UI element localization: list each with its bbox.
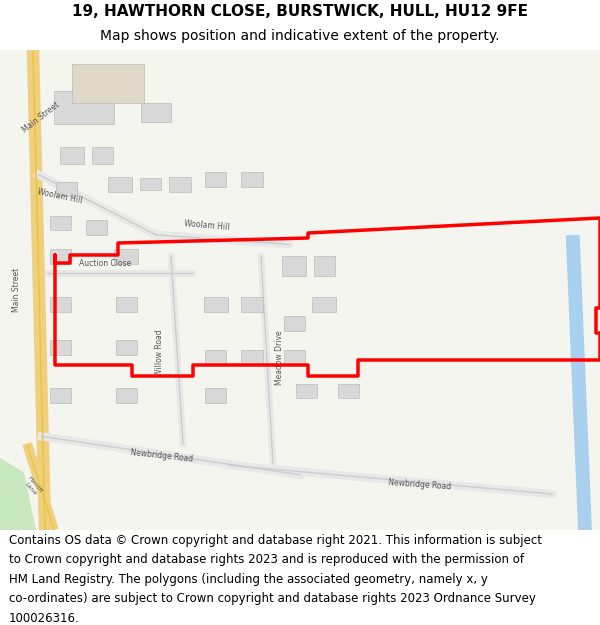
Bar bbox=[49, 298, 71, 312]
Bar bbox=[114, 249, 138, 264]
Bar bbox=[141, 102, 171, 122]
Bar bbox=[86, 221, 107, 235]
Bar bbox=[205, 350, 226, 364]
Bar bbox=[139, 178, 161, 191]
Bar bbox=[241, 350, 263, 364]
Bar bbox=[205, 388, 226, 402]
Text: HM Land Registry. The polygons (including the associated geometry, namely x, y: HM Land Registry. The polygons (includin… bbox=[9, 572, 488, 586]
Bar bbox=[54, 91, 114, 124]
Polygon shape bbox=[0, 458, 36, 530]
Bar bbox=[49, 341, 71, 355]
Bar bbox=[92, 148, 113, 164]
Text: Willow Road: Willow Road bbox=[155, 329, 163, 376]
Text: 19, HAWTHORN CLOSE, BURSTWICK, HULL, HU12 9FE: 19, HAWTHORN CLOSE, BURSTWICK, HULL, HU1… bbox=[72, 4, 528, 19]
Bar bbox=[284, 350, 305, 364]
Bar bbox=[312, 298, 336, 312]
Bar bbox=[314, 256, 335, 276]
Bar bbox=[60, 148, 84, 164]
Text: Meadow Drive: Meadow Drive bbox=[275, 330, 284, 384]
Text: Harriff
Lane: Harriff Lane bbox=[23, 476, 43, 498]
Text: Map shows position and indicative extent of the property.: Map shows position and indicative extent… bbox=[100, 29, 500, 43]
Bar bbox=[296, 384, 317, 398]
Bar bbox=[115, 298, 137, 312]
Bar bbox=[241, 173, 263, 187]
Bar bbox=[115, 388, 137, 402]
Bar bbox=[337, 384, 359, 398]
Bar bbox=[49, 249, 71, 264]
Bar bbox=[241, 298, 263, 312]
Text: Main Street: Main Street bbox=[20, 100, 61, 134]
Bar bbox=[72, 64, 144, 102]
Text: Newbridge Road: Newbridge Road bbox=[130, 448, 194, 463]
Bar bbox=[108, 177, 132, 192]
Bar bbox=[284, 316, 305, 331]
Bar bbox=[49, 388, 71, 402]
Bar bbox=[169, 177, 191, 192]
Bar bbox=[49, 216, 71, 230]
Text: co-ordinates) are subject to Crown copyright and database rights 2023 Ordnance S: co-ordinates) are subject to Crown copyr… bbox=[9, 592, 536, 605]
Text: to Crown copyright and database rights 2023 and is reproduced with the permissio: to Crown copyright and database rights 2… bbox=[9, 553, 524, 566]
Text: 100026316.: 100026316. bbox=[9, 612, 80, 625]
Text: Auction Close: Auction Close bbox=[79, 259, 131, 268]
Bar bbox=[205, 173, 226, 187]
Text: Contains OS data © Crown copyright and database right 2021. This information is : Contains OS data © Crown copyright and d… bbox=[9, 534, 542, 547]
Text: Woolam Hill: Woolam Hill bbox=[37, 188, 83, 206]
Bar bbox=[56, 182, 77, 196]
Text: Woolam Hill: Woolam Hill bbox=[184, 219, 230, 232]
Text: Main Street: Main Street bbox=[12, 268, 22, 312]
Bar bbox=[204, 298, 228, 312]
Bar bbox=[282, 256, 306, 276]
Text: Newbridge Road: Newbridge Road bbox=[388, 478, 452, 491]
Bar bbox=[115, 341, 137, 355]
